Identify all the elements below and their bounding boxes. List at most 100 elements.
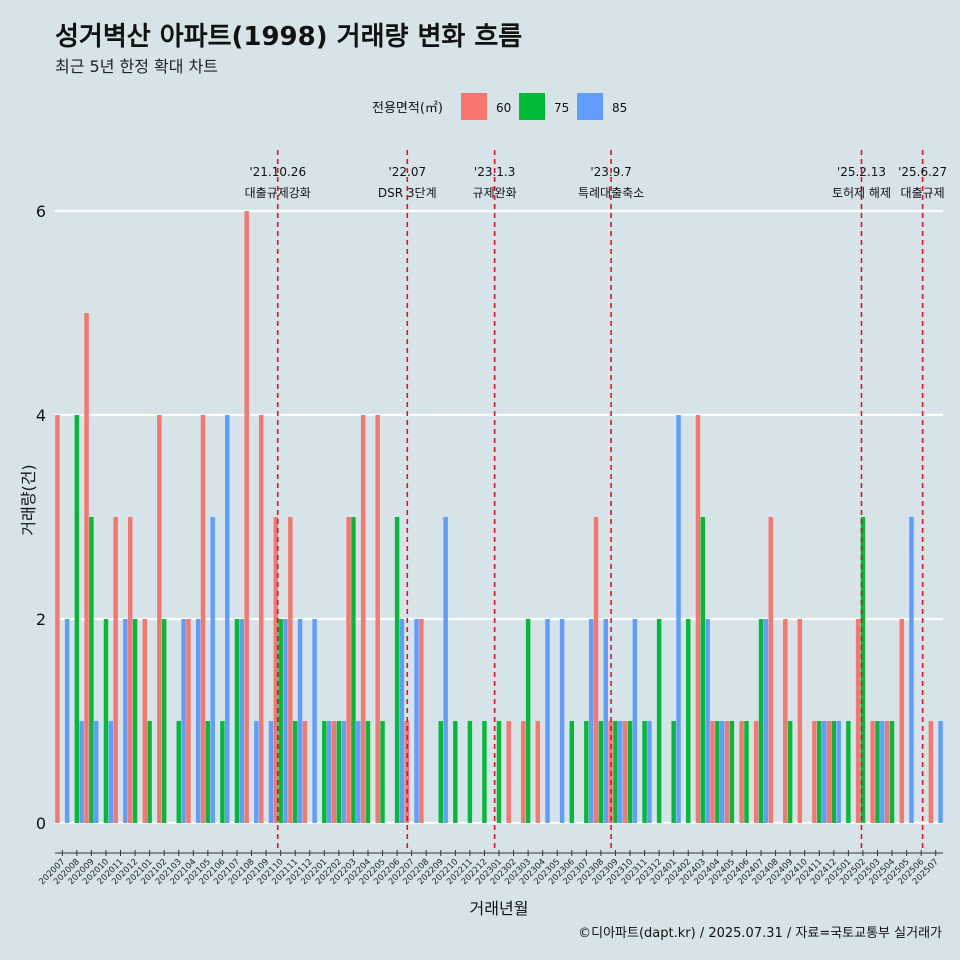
bar-85 [705, 619, 710, 823]
bar-75 [846, 721, 851, 823]
y-tick-label: 6 [36, 202, 46, 221]
bar-60 [142, 619, 147, 823]
bar-60 [535, 721, 541, 823]
bar-85 [283, 619, 288, 823]
bar-75 [205, 721, 211, 823]
bar-85 [647, 721, 652, 823]
legend-label: 75 [554, 101, 569, 115]
bar-60 [855, 619, 861, 823]
bar-85 [123, 619, 128, 823]
bar-60 [928, 721, 934, 823]
bar-75 [686, 619, 691, 823]
bar-60 [360, 415, 366, 823]
bar-75 [700, 517, 706, 823]
bar-75 [132, 619, 138, 823]
bar-60 [521, 721, 526, 823]
bar-75 [322, 721, 327, 823]
bar-85 [399, 619, 405, 823]
bar-60 [273, 517, 279, 823]
bar-75 [758, 619, 764, 823]
bar-85 [836, 721, 841, 823]
bar-85 [225, 415, 230, 823]
bar-60 [331, 721, 337, 823]
bar-60 [346, 517, 351, 823]
event-label: 규제완화 [473, 186, 517, 200]
legend-swatch-60 [461, 93, 487, 120]
bar-75 [380, 721, 385, 823]
bar-75 [729, 721, 735, 823]
bar-75 [744, 721, 749, 823]
event-label: DSR 3단계 [378, 186, 437, 200]
bar-85 [356, 721, 361, 823]
legend-swatch-75 [519, 93, 545, 120]
bar-85 [719, 721, 725, 823]
event-date: '23.1.3 [474, 165, 515, 179]
event-label: 대출규제강화 [245, 186, 311, 200]
bar-60 [710, 721, 715, 823]
bar-75 [525, 619, 531, 823]
bar-60 [419, 619, 424, 823]
bar-60 [259, 415, 264, 823]
bar-60 [113, 517, 118, 823]
bar-85 [545, 619, 550, 823]
bar-75 [889, 721, 895, 823]
bar-60 [593, 517, 599, 823]
bar-85 [341, 721, 346, 823]
bar-75 [598, 721, 604, 823]
bar-75 [89, 517, 94, 823]
bar-85 [559, 619, 565, 823]
bar-75 [278, 619, 283, 823]
bar-85 [909, 517, 914, 823]
y-tick-label: 2 [36, 610, 46, 629]
bar-75 [642, 721, 647, 823]
bar-60 [127, 517, 133, 823]
bar-75 [482, 721, 487, 823]
bar-75 [613, 721, 618, 823]
y-tick-label: 0 [36, 814, 46, 833]
bar-60 [157, 415, 162, 823]
event-label: 토허제 해제 [832, 186, 891, 200]
bar-75 [103, 619, 109, 823]
bar-75 [161, 619, 167, 823]
bar-85 [239, 619, 245, 823]
bar-85 [108, 721, 114, 823]
chart-title: 성거벽산 아파트(1998) 거래량 변화 흐름 [55, 22, 523, 52]
bar-75 [147, 721, 152, 823]
bar-85 [603, 619, 608, 823]
bar-60 [622, 721, 628, 823]
bar-85 [312, 619, 317, 823]
bar-75 [438, 721, 443, 823]
bar-60 [288, 517, 293, 823]
bar-60 [200, 415, 206, 823]
bar-75 [715, 721, 720, 823]
bar-60 [302, 721, 308, 823]
bar-75 [292, 721, 298, 823]
bar-75 [176, 721, 181, 823]
bar-75 [336, 721, 342, 823]
bar-60 [899, 619, 904, 823]
event-date: '25.2.13 [837, 165, 886, 179]
bar-85 [676, 415, 681, 823]
bar-60 [84, 313, 89, 823]
bar-60 [506, 721, 511, 823]
bar-75 [351, 517, 356, 823]
bar-85 [821, 721, 827, 823]
bar-75 [394, 517, 400, 823]
bar-75 [220, 721, 225, 823]
bar-85 [64, 619, 70, 823]
bar-75 [234, 619, 240, 823]
bar-60 [739, 721, 744, 823]
bar-85 [210, 517, 215, 823]
bar-75 [365, 721, 371, 823]
bar-85 [326, 721, 332, 823]
bar-85 [938, 721, 943, 823]
event-date: '25.6.27 [898, 165, 947, 179]
bar-75 [875, 721, 880, 823]
event-label: 특례대출축소 [578, 186, 644, 200]
bar-85 [181, 619, 186, 823]
legend-swatch-85 [577, 93, 603, 120]
legend-label: 60 [496, 101, 511, 115]
bar-75 [671, 721, 676, 823]
bar-75 [656, 619, 662, 823]
